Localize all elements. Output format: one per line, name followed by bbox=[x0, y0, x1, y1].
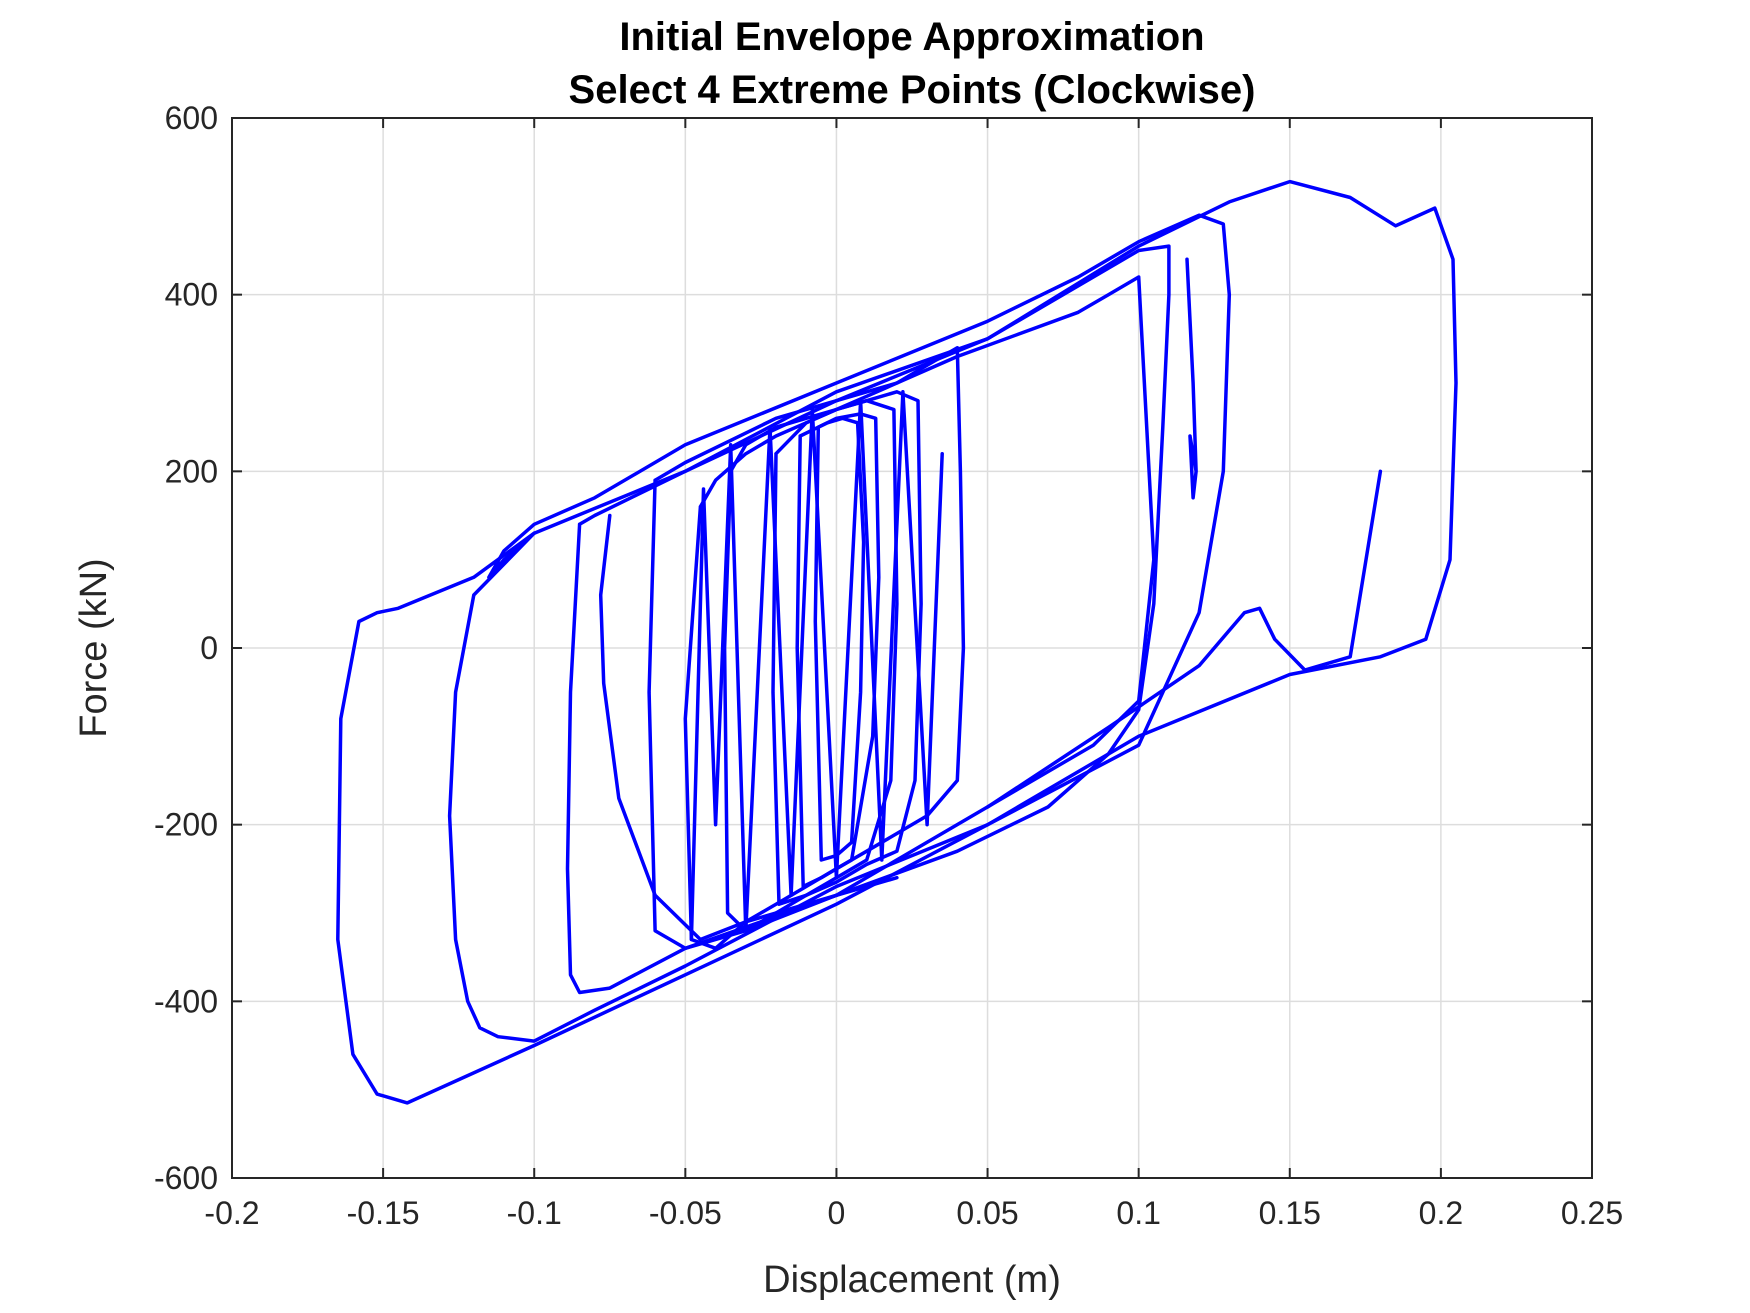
x-tick-label: -0.15 bbox=[347, 1195, 420, 1231]
hysteresis-loop-10 bbox=[598, 513, 899, 942]
y-tick-label: 400 bbox=[165, 277, 218, 313]
x-tick-label: -0.1 bbox=[507, 1195, 562, 1231]
y-axis-label: Force (kN) bbox=[73, 558, 115, 737]
hysteresis-loop-3 bbox=[565, 244, 1171, 995]
hysteresis-loop-11 bbox=[689, 390, 944, 942]
hysteresis-loop-2 bbox=[447, 213, 1232, 1043]
x-axis-label: Displacement (m) bbox=[763, 1259, 1061, 1301]
chart-title-line-2: Select 4 Extreme Points (Clockwise) bbox=[569, 68, 1256, 112]
y-tick-label: 200 bbox=[165, 453, 218, 489]
hysteresis-loop-7 bbox=[771, 398, 899, 906]
y-tick-label: 0 bbox=[200, 630, 218, 666]
y-tick-label: -200 bbox=[154, 807, 218, 843]
x-tick-label: -0.05 bbox=[649, 1195, 722, 1231]
x-tick-label: 0.05 bbox=[956, 1195, 1018, 1231]
x-tick-label: 0.2 bbox=[1419, 1195, 1463, 1231]
y-tick-labels: -600 -400 -200 0 200 400 600 bbox=[154, 100, 218, 1196]
x-tick-label: 0.1 bbox=[1116, 1195, 1160, 1231]
y-tick-label: -600 bbox=[154, 1160, 218, 1196]
x-tick-labels: -0.2 -0.15 -0.1 -0.05 0 0.05 0.1 0.15 0.2 0.25 bbox=[204, 1195, 1623, 1231]
y-tick-label: -400 bbox=[154, 983, 218, 1019]
x-tick-label: 0.15 bbox=[1259, 1195, 1321, 1231]
x-tick-label: 0.25 bbox=[1561, 1195, 1623, 1231]
chart-title-line-1: Initial Envelope Approximation bbox=[619, 15, 1204, 59]
x-tick-label: 0 bbox=[828, 1195, 846, 1231]
y-tick-label: 600 bbox=[165, 100, 218, 136]
hysteresis-loop-13 bbox=[1185, 257, 1198, 500]
series-layer bbox=[336, 179, 1458, 1105]
hysteresis-loop-9 bbox=[813, 416, 866, 862]
x-tick-label: -0.2 bbox=[204, 1195, 259, 1231]
hysteresis-loop-12 bbox=[985, 469, 1383, 809]
tick-marks bbox=[231, 117, 1593, 1179]
